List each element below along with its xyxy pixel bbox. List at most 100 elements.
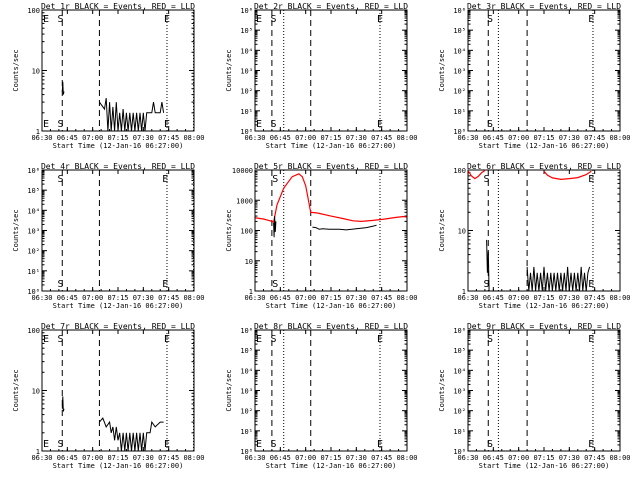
x-tick-label: 06:45 [483, 454, 504, 462]
y-axis-label: Counts/sec [12, 209, 20, 251]
x-tick-label: 06:45 [483, 134, 504, 142]
marker-label-bottom: E [377, 439, 383, 450]
y-tick-label: 10¹ [240, 428, 253, 436]
x-axis-label: Start Time (12-Jan-16 06:27:00) [53, 142, 184, 150]
y-tick-label: 10 [245, 258, 253, 266]
x-axis-label: Start Time (12-Jan-16 06:27:00) [479, 302, 610, 310]
y-tick-label: 10¹ [453, 108, 466, 116]
y-tick-label: 10³ [453, 68, 466, 76]
x-tick-label: 07:45 [371, 134, 392, 142]
lld-series-line [543, 170, 592, 181]
marker-label-bottom: E [164, 119, 170, 130]
panel-title: Det 4r BLACK = Events, RED = LLD [41, 162, 195, 171]
y-tick-label: 10⁴ [453, 47, 466, 55]
x-tick-label: 07:30 [133, 454, 154, 462]
panel-title: Det 3r BLACK = Events, RED = LLD [467, 2, 621, 11]
x-tick-label: 07:30 [559, 134, 580, 142]
y-tick-label: 10⁶ [453, 7, 466, 15]
x-tick-label: 06:30 [31, 134, 52, 142]
y-axis-label: Counts/sec [225, 209, 233, 251]
y-tick-label: 10⁰ [27, 288, 40, 296]
x-tick-label: 06:30 [244, 294, 265, 302]
x-tick-label: 06:45 [57, 454, 78, 462]
y-tick-label: 100 [453, 167, 466, 175]
y-tick-label: 10⁴ [240, 47, 253, 55]
marker-label-top: S [271, 14, 277, 25]
panel-title: Det 9r BLACK = Events, RED = LLD [467, 322, 621, 331]
plot-frame [41, 9, 195, 132]
x-tick-label: 07:00 [295, 134, 316, 142]
marker-label-top: E [164, 334, 170, 345]
x-tick-label: 07:45 [371, 454, 392, 462]
y-tick-label: 10³ [240, 68, 253, 76]
y-axis-label: Counts/sec [225, 369, 233, 411]
x-axis-label: Start Time (12-Jan-16 06:27:00) [266, 302, 397, 310]
plot-frame [41, 169, 195, 292]
x-tick-label: 07:45 [158, 454, 179, 462]
plot-frame [254, 329, 408, 452]
marker-label-bottom: E [256, 119, 262, 130]
marker-label-bottom: E [162, 279, 168, 290]
x-tick-label: 06:30 [244, 454, 265, 462]
x-tick-label: 06:45 [270, 454, 291, 462]
x-tick-label: 07:15 [320, 294, 341, 302]
y-tick-label: 10⁵ [240, 27, 253, 35]
x-tick-label: 06:30 [244, 134, 265, 142]
x-tick-label: 08:00 [183, 454, 204, 462]
plot-panel-7: Det 7r BLACK = Events, RED = LLD Counts/s… [12, 322, 205, 470]
y-axis-label: Counts/sec [12, 49, 20, 91]
x-tick-label: 07:15 [107, 294, 128, 302]
y-tick-label: 100 [27, 7, 40, 15]
y-tick-label: 1000 [236, 197, 253, 205]
y-axis-label: Counts/sec [438, 49, 446, 91]
panel-title: Det 2r BLACK = Events, RED = LLD [254, 2, 408, 11]
marker-label-top: S [271, 334, 277, 345]
y-tick-label: 10⁵ [240, 347, 253, 355]
events-series-line [486, 239, 490, 292]
y-tick-label: 10⁴ [27, 207, 40, 215]
y-tick-label: 10⁰ [240, 128, 253, 136]
y-tick-label: 10⁴ [240, 367, 253, 375]
x-tick-label: 07:45 [584, 294, 605, 302]
x-tick-label: 08:00 [396, 294, 417, 302]
x-tick-label: 07:30 [346, 134, 367, 142]
x-tick-label: 07:15 [533, 454, 554, 462]
x-tick-label: 07:00 [82, 294, 103, 302]
marker-label-top: S [487, 14, 493, 25]
x-tick-label: 08:00 [609, 454, 630, 462]
x-tick-label: 07:15 [533, 294, 554, 302]
marker-label-top: E [43, 14, 49, 25]
y-tick-label: 10² [453, 88, 466, 96]
y-tick-label: 10 [32, 68, 40, 76]
plot-frame [467, 9, 621, 132]
events-series-line [98, 98, 165, 132]
plot-panel-9: Det 9r BLACK = Events, RED = LLD Counts/s… [438, 322, 631, 470]
x-tick-label: 07:15 [320, 134, 341, 142]
y-tick-label: 10⁰ [453, 128, 466, 136]
plot-panel-8: Det 8r BLACK = Events, RED = LLD Counts/s… [225, 322, 418, 470]
x-tick-label: 07:45 [371, 294, 392, 302]
plot-frame [254, 9, 408, 132]
marker-label-top: E [377, 334, 383, 345]
y-tick-label: 10² [240, 408, 253, 416]
plot-panel-1: Det 1r BLACK = Events, RED = LLD Counts/s… [12, 2, 205, 150]
plot-panel-4: Det 4r BLACK = Events, RED = LLD Counts/s… [12, 162, 205, 310]
marker-label-bottom: S [58, 439, 64, 450]
y-tick-label: 10 [32, 388, 40, 396]
marker-label-bottom: S [487, 119, 493, 130]
panel-title: Det 1r BLACK = Events, RED = LLD [41, 2, 195, 11]
x-tick-label: 07:45 [158, 294, 179, 302]
events-series-line [61, 396, 65, 412]
marker-label-top: E [256, 14, 262, 25]
x-tick-label: 07:45 [158, 134, 179, 142]
y-tick-label: 1 [36, 128, 40, 136]
marker-label-top: S [58, 14, 64, 25]
marker-label-bottom: S [272, 279, 278, 290]
y-tick-label: 1 [249, 288, 253, 296]
x-tick-label: 06:30 [31, 294, 52, 302]
plot-panel-2: Det 2r BLACK = Events, RED = LLD Counts/s… [225, 2, 418, 150]
x-tick-label: 07:00 [82, 454, 103, 462]
y-tick-label: 10⁰ [240, 448, 253, 456]
x-tick-label: 07:15 [533, 134, 554, 142]
marker-label-bottom: S [487, 439, 493, 450]
